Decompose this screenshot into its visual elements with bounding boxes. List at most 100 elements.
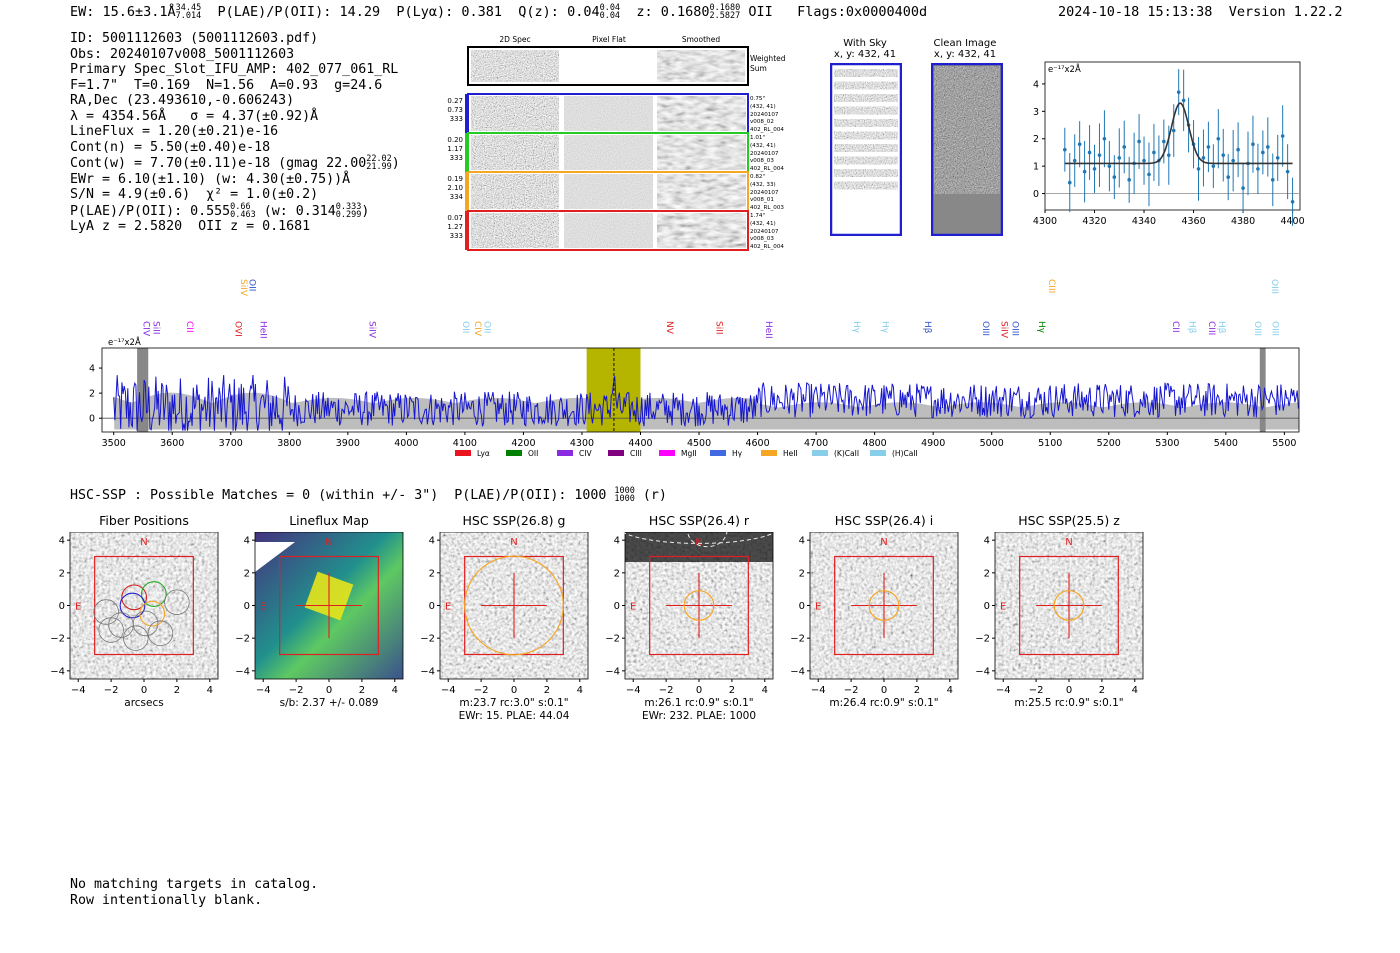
cutout-meta: 402_RL_004 <box>750 244 784 250</box>
cutout-meta: (432, 33) <box>750 182 776 188</box>
spectrum-xtick-label: 3600 <box>160 438 184 449</box>
zoom-point <box>1117 156 1122 160</box>
cutout-weight: 1.27 <box>447 223 463 231</box>
version: Version 1.22.2 <box>1228 4 1343 20</box>
zoom-point <box>1280 134 1285 138</box>
emission-line-label: CIV <box>141 321 151 337</box>
cutout-meta: v008_03 <box>750 236 774 242</box>
thumb-xtick-label: −4 <box>811 685 826 696</box>
emission-line-label: OIII <box>1009 321 1019 336</box>
emission-line-label: NV <box>664 321 674 335</box>
thumb-ytick-label: 0 <box>429 601 435 612</box>
emission-line-label: Hβ <box>922 321 932 334</box>
cutout-meta: 1.74" <box>750 213 765 219</box>
aperture-circle <box>1053 590 1085 621</box>
cutout-weight: 0.73 <box>447 106 463 114</box>
emission-line-label: Hγ <box>851 321 861 334</box>
aperture-box <box>94 555 194 656</box>
cutout-meta: 0.82" <box>750 174 765 180</box>
aperture-circle <box>464 555 564 656</box>
thumb-ytick-label: −4 <box>605 666 620 677</box>
info-ewr: EWr = 6.10(±1.10) (w: 4.30(±0.75))Å <box>70 171 351 187</box>
thumb-xtick-label: 0 <box>696 685 702 696</box>
compass-east: E <box>815 602 821 613</box>
col-pixel-flat: Pixel Flat <box>592 35 626 44</box>
thumb-ytick-label: 4 <box>429 536 435 547</box>
thumb-title: Lineflux Map <box>289 513 369 528</box>
thumb-ytick-label: −2 <box>420 634 435 645</box>
plya-value: P(Lyα): 0.381 <box>396 4 503 20</box>
cutout-meta: v008_03 <box>750 158 774 164</box>
legend-swatch <box>710 450 726 456</box>
thumb-ytick-label: 2 <box>429 568 435 579</box>
thumb-title: HSC SSP(25.5) z <box>1018 513 1120 528</box>
emission-line-label: Hβ <box>1187 321 1197 334</box>
cutout-meta: v008_02 <box>750 119 774 125</box>
zoom-point <box>1261 150 1265 155</box>
emission-line-label: OII <box>247 279 257 291</box>
thumb-xtick-label: 2 <box>359 685 365 696</box>
thumb-caption: m:25.5 rc:0.9" s:0.1" <box>975 697 1163 710</box>
thumb-ytick-label: 0 <box>984 601 990 612</box>
emission-line-label: CIII <box>1206 321 1216 335</box>
compass-east: E <box>260 602 266 613</box>
legend-swatch <box>608 450 624 456</box>
spectrum-xtick-label: 3500 <box>102 438 126 449</box>
cutout-weight: 1.17 <box>447 145 463 153</box>
fiber-circle <box>139 600 166 627</box>
aperture-box <box>279 555 379 656</box>
sky-fiber-band <box>834 94 898 102</box>
sky-fiber-band <box>834 144 898 152</box>
datetime: 2024-10-18 15:13:38 <box>1058 4 1213 20</box>
compass-north: N <box>880 537 887 548</box>
thumb-caption: m:26.4 rc:0.9" s:0.1" <box>790 697 978 710</box>
thumb-xtick-label: −4 <box>441 685 456 696</box>
spectrum-xtick-label: 5200 <box>1097 438 1121 449</box>
fiber-circle-other <box>123 625 149 651</box>
thumb-xtick-label: 0 <box>881 685 887 696</box>
thumb-caption: m:23.7 rc:3.0" s:0.1" EWr: 15. PLAE: 44.0… <box>420 697 608 722</box>
fiber-circle-other <box>164 589 190 615</box>
neighbor-ellipse <box>621 532 777 544</box>
thumb-xtick-label: −2 <box>844 685 859 696</box>
flags-value: Flags:0x0000400d <box>797 4 928 20</box>
spectrum-xtick-label: 4300 <box>570 438 594 449</box>
zoom-point <box>1072 158 1077 163</box>
neighbor-ellipse <box>1057 532 1098 548</box>
cutout-panel: 2D Spec Pixel Flat Smoothed Weighted Sum… <box>447 35 786 251</box>
thumb-xtick-label: 4 <box>207 685 213 696</box>
zoom-ytick-label: 4 <box>1033 79 1039 90</box>
zoom-point <box>1077 142 1082 147</box>
zoom-point <box>1231 158 1235 163</box>
thumb-ytick-label: 4 <box>244 536 250 547</box>
sky-fiber-band <box>834 119 898 127</box>
emission-line-label: SiII <box>714 321 724 335</box>
zoom-point <box>1221 153 1226 157</box>
cutout-weight: 334 <box>450 193 464 201</box>
aperture-box <box>1019 555 1119 656</box>
footer-line-1: No matching targets in catalog. <box>70 877 319 892</box>
spectrum-xtick-label: 5300 <box>1155 438 1179 449</box>
legend-swatch <box>506 450 522 456</box>
spectrum-xtick-label: 4900 <box>921 438 945 449</box>
sky-fiber-band <box>834 131 898 140</box>
compass-north: N <box>325 537 332 548</box>
thumb-caption-line-1: arcsecs <box>124 697 164 709</box>
thumb-title: HSC SSP(26.4) i <box>834 513 934 528</box>
ew-range: 34.45 7.014 <box>175 3 202 21</box>
sky-fiber-band <box>834 181 898 190</box>
zoom-ylabel: e⁻¹⁷x2Å <box>1048 63 1081 75</box>
thumb-xtick-label: 0 <box>326 685 332 696</box>
emission-line-label: SiIV <box>238 279 248 297</box>
emission-line-label: SiII <box>151 321 161 335</box>
thumb-caption-line-1: m:26.1 rc:0.9" s:0.1" <box>644 697 754 709</box>
weighted-2d <box>471 50 559 82</box>
thumb-caption-line-1: m:23.7 rc:3.0" s:0.1" <box>459 697 569 709</box>
zoom-point <box>1196 167 1201 171</box>
compass-east: E <box>630 602 636 613</box>
neighbor-ellipse <box>687 532 728 548</box>
thumb-ytick-label: 4 <box>984 536 990 547</box>
thumb-xtick-label: −2 <box>104 685 119 696</box>
zoom-point <box>1152 150 1156 155</box>
